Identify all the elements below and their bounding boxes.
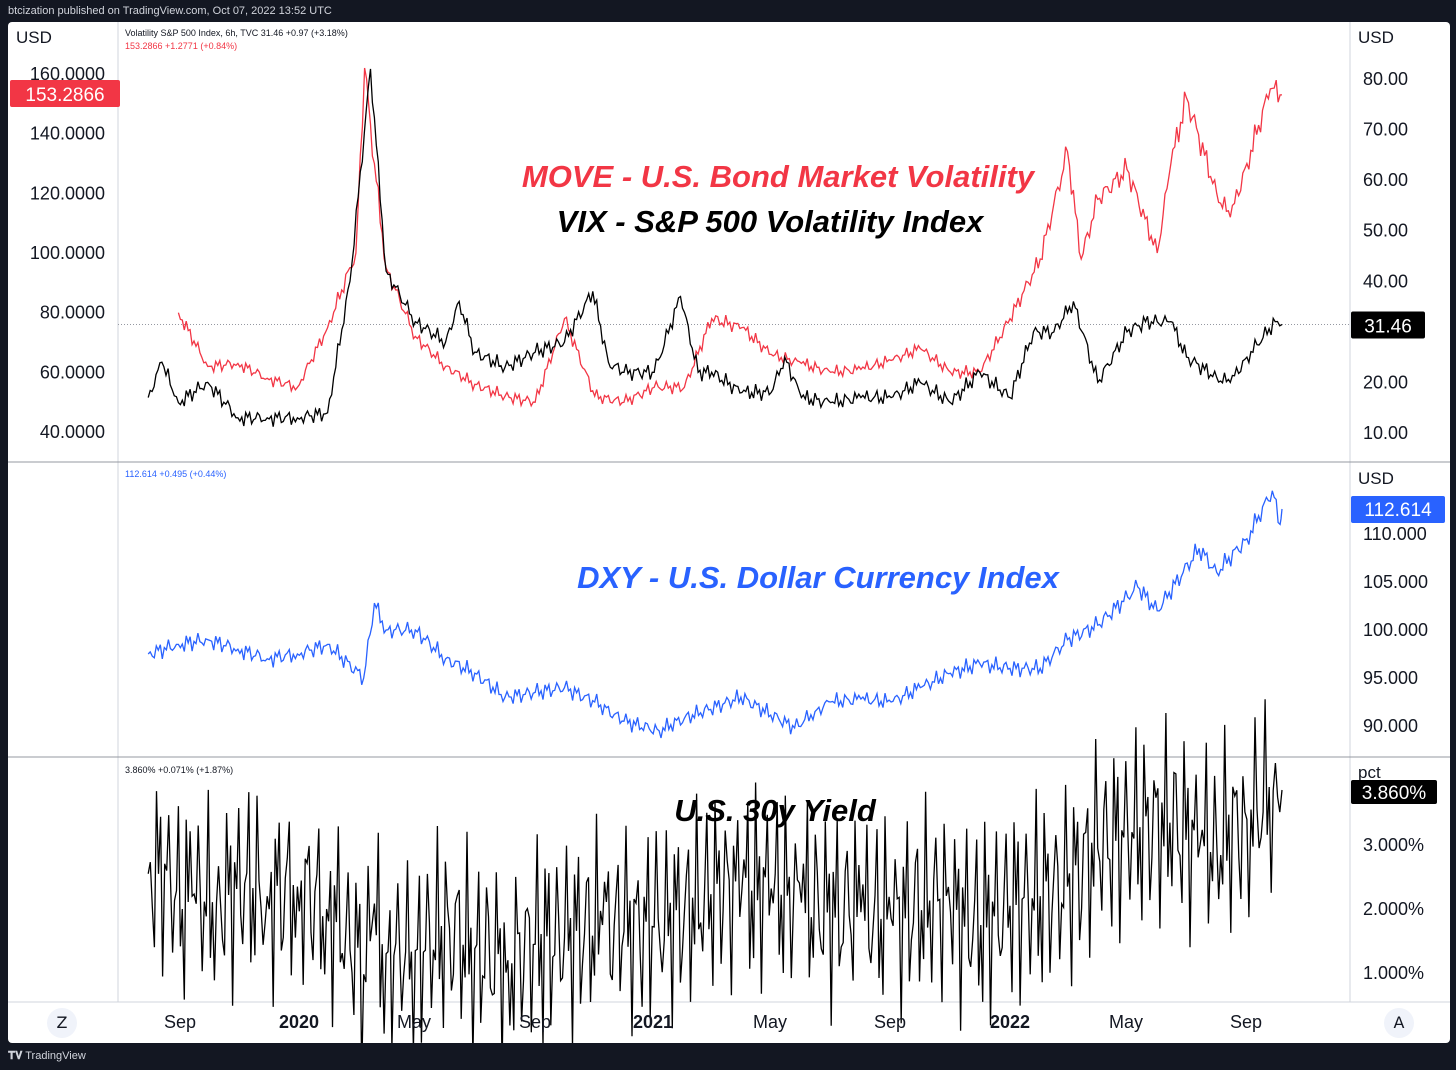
right-tick-label: 10.00: [1363, 423, 1408, 443]
move-series-line: [177, 67, 1282, 408]
time-tick-label: 2021: [633, 1012, 673, 1032]
time-tick-label: Sep: [874, 1012, 906, 1032]
time-tick-label: May: [1109, 1012, 1143, 1032]
yield-price-tag: [1351, 780, 1437, 804]
yield-last-value: 3.860%: [1362, 783, 1427, 804]
move-last-value: 153.2866: [25, 85, 104, 106]
vix-title: VIX - S&P 500 Volatility Index: [557, 204, 985, 239]
right-tick-label: 60.00: [1363, 170, 1408, 190]
dxy-tick-label: 110.000: [1363, 524, 1427, 544]
left-tick-label: 60.0000: [40, 362, 105, 382]
time-tick-label: Sep: [519, 1012, 551, 1032]
time-tick-label: 2020: [279, 1012, 319, 1032]
left-tick-label: 100.0000: [30, 243, 105, 263]
dxy-title: DXY - U.S. Dollar Currency Index: [577, 560, 1061, 595]
right-tick-label: 80.00: [1363, 69, 1408, 89]
left-axis-unit: USD: [16, 28, 52, 47]
publish-info: btcization published on TradingView.com,…: [8, 5, 332, 17]
legend-yield: 3.860% +0.071% (+1.87%): [125, 765, 233, 775]
timezone-z-button[interactable]: Z: [47, 1008, 77, 1038]
yield-tick-label: 1.000%: [1363, 963, 1424, 983]
dxy-tick-label: 105.000: [1363, 572, 1428, 592]
dxy-tick-label: 90.000: [1363, 716, 1418, 736]
time-tick-label: May: [397, 1012, 431, 1032]
vix-price-tag: [1351, 311, 1425, 339]
time-tick-label: 2022: [990, 1012, 1030, 1032]
right-tick-label: 40.00: [1363, 271, 1408, 291]
left-tick-label: 120.0000: [30, 183, 105, 203]
move-title: MOVE - U.S. Bond Market Volatility: [522, 159, 1036, 194]
publish-header: btcization published on TradingView.com,…: [0, 0, 1456, 22]
left-tick-label: 40.0000: [40, 422, 105, 442]
left-tick-label: 140.0000: [30, 124, 105, 144]
move-price-tag: [10, 80, 120, 107]
right-tick-label: 70.00: [1363, 120, 1408, 140]
legend-move: 153.2866 +1.2771 (+0.84%): [125, 41, 237, 51]
left-tick-label: 160.0000: [30, 64, 105, 84]
dxy-axis-unit: USD: [1358, 469, 1394, 488]
autoscale-a-button[interactable]: A: [1384, 1008, 1414, 1038]
tradingview-logo-icon: 𝐓𝐕: [8, 1050, 23, 1062]
legend-vix: Volatility S&P 500 Index, 6h, TVC 31.46 …: [125, 28, 348, 38]
vix-series-line: [147, 68, 1283, 427]
right-tick-label: 20.00: [1363, 372, 1408, 392]
yield-tick-label: 3.000%: [1363, 835, 1424, 855]
legend-dxy: 112.614 +0.495 (+0.44%): [125, 469, 226, 479]
time-tick-label: Sep: [1230, 1012, 1262, 1032]
right-axis-unit: USD: [1358, 28, 1394, 47]
chart-card: USD USD 160.0000 140.0000 120.0000 100.0000 80…: [8, 22, 1450, 1043]
yield-tick-label: 2.000%: [1363, 899, 1424, 919]
dxy-series-line: [147, 490, 1283, 739]
yield-series-line: [147, 699, 1283, 1043]
right-tick-label: 50.00: [1363, 221, 1408, 241]
dxy-price-tag: [1351, 496, 1445, 523]
footer-bar: 𝐓𝐕 TradingView: [0, 1043, 1456, 1070]
time-tick-label: May: [753, 1012, 787, 1032]
yield-axis-unit: pct: [1358, 763, 1381, 782]
left-tick-label: 80.0000: [40, 303, 105, 323]
dxy-tick-label: 100.000: [1363, 620, 1428, 640]
yield-title: U.S. 30y Yield: [674, 793, 877, 828]
dxy-tick-label: 95.000: [1363, 668, 1418, 688]
vix-last-value: 31.46: [1364, 316, 1412, 337]
time-tick-label: Sep: [164, 1012, 196, 1032]
footer-logo-text: TradingView: [25, 1050, 86, 1062]
chart-svg[interactable]: USD USD 160.0000 140.0000 120.0000 100.0000 80…: [8, 22, 1450, 1043]
dxy-last-value: 112.614: [1364, 500, 1432, 521]
